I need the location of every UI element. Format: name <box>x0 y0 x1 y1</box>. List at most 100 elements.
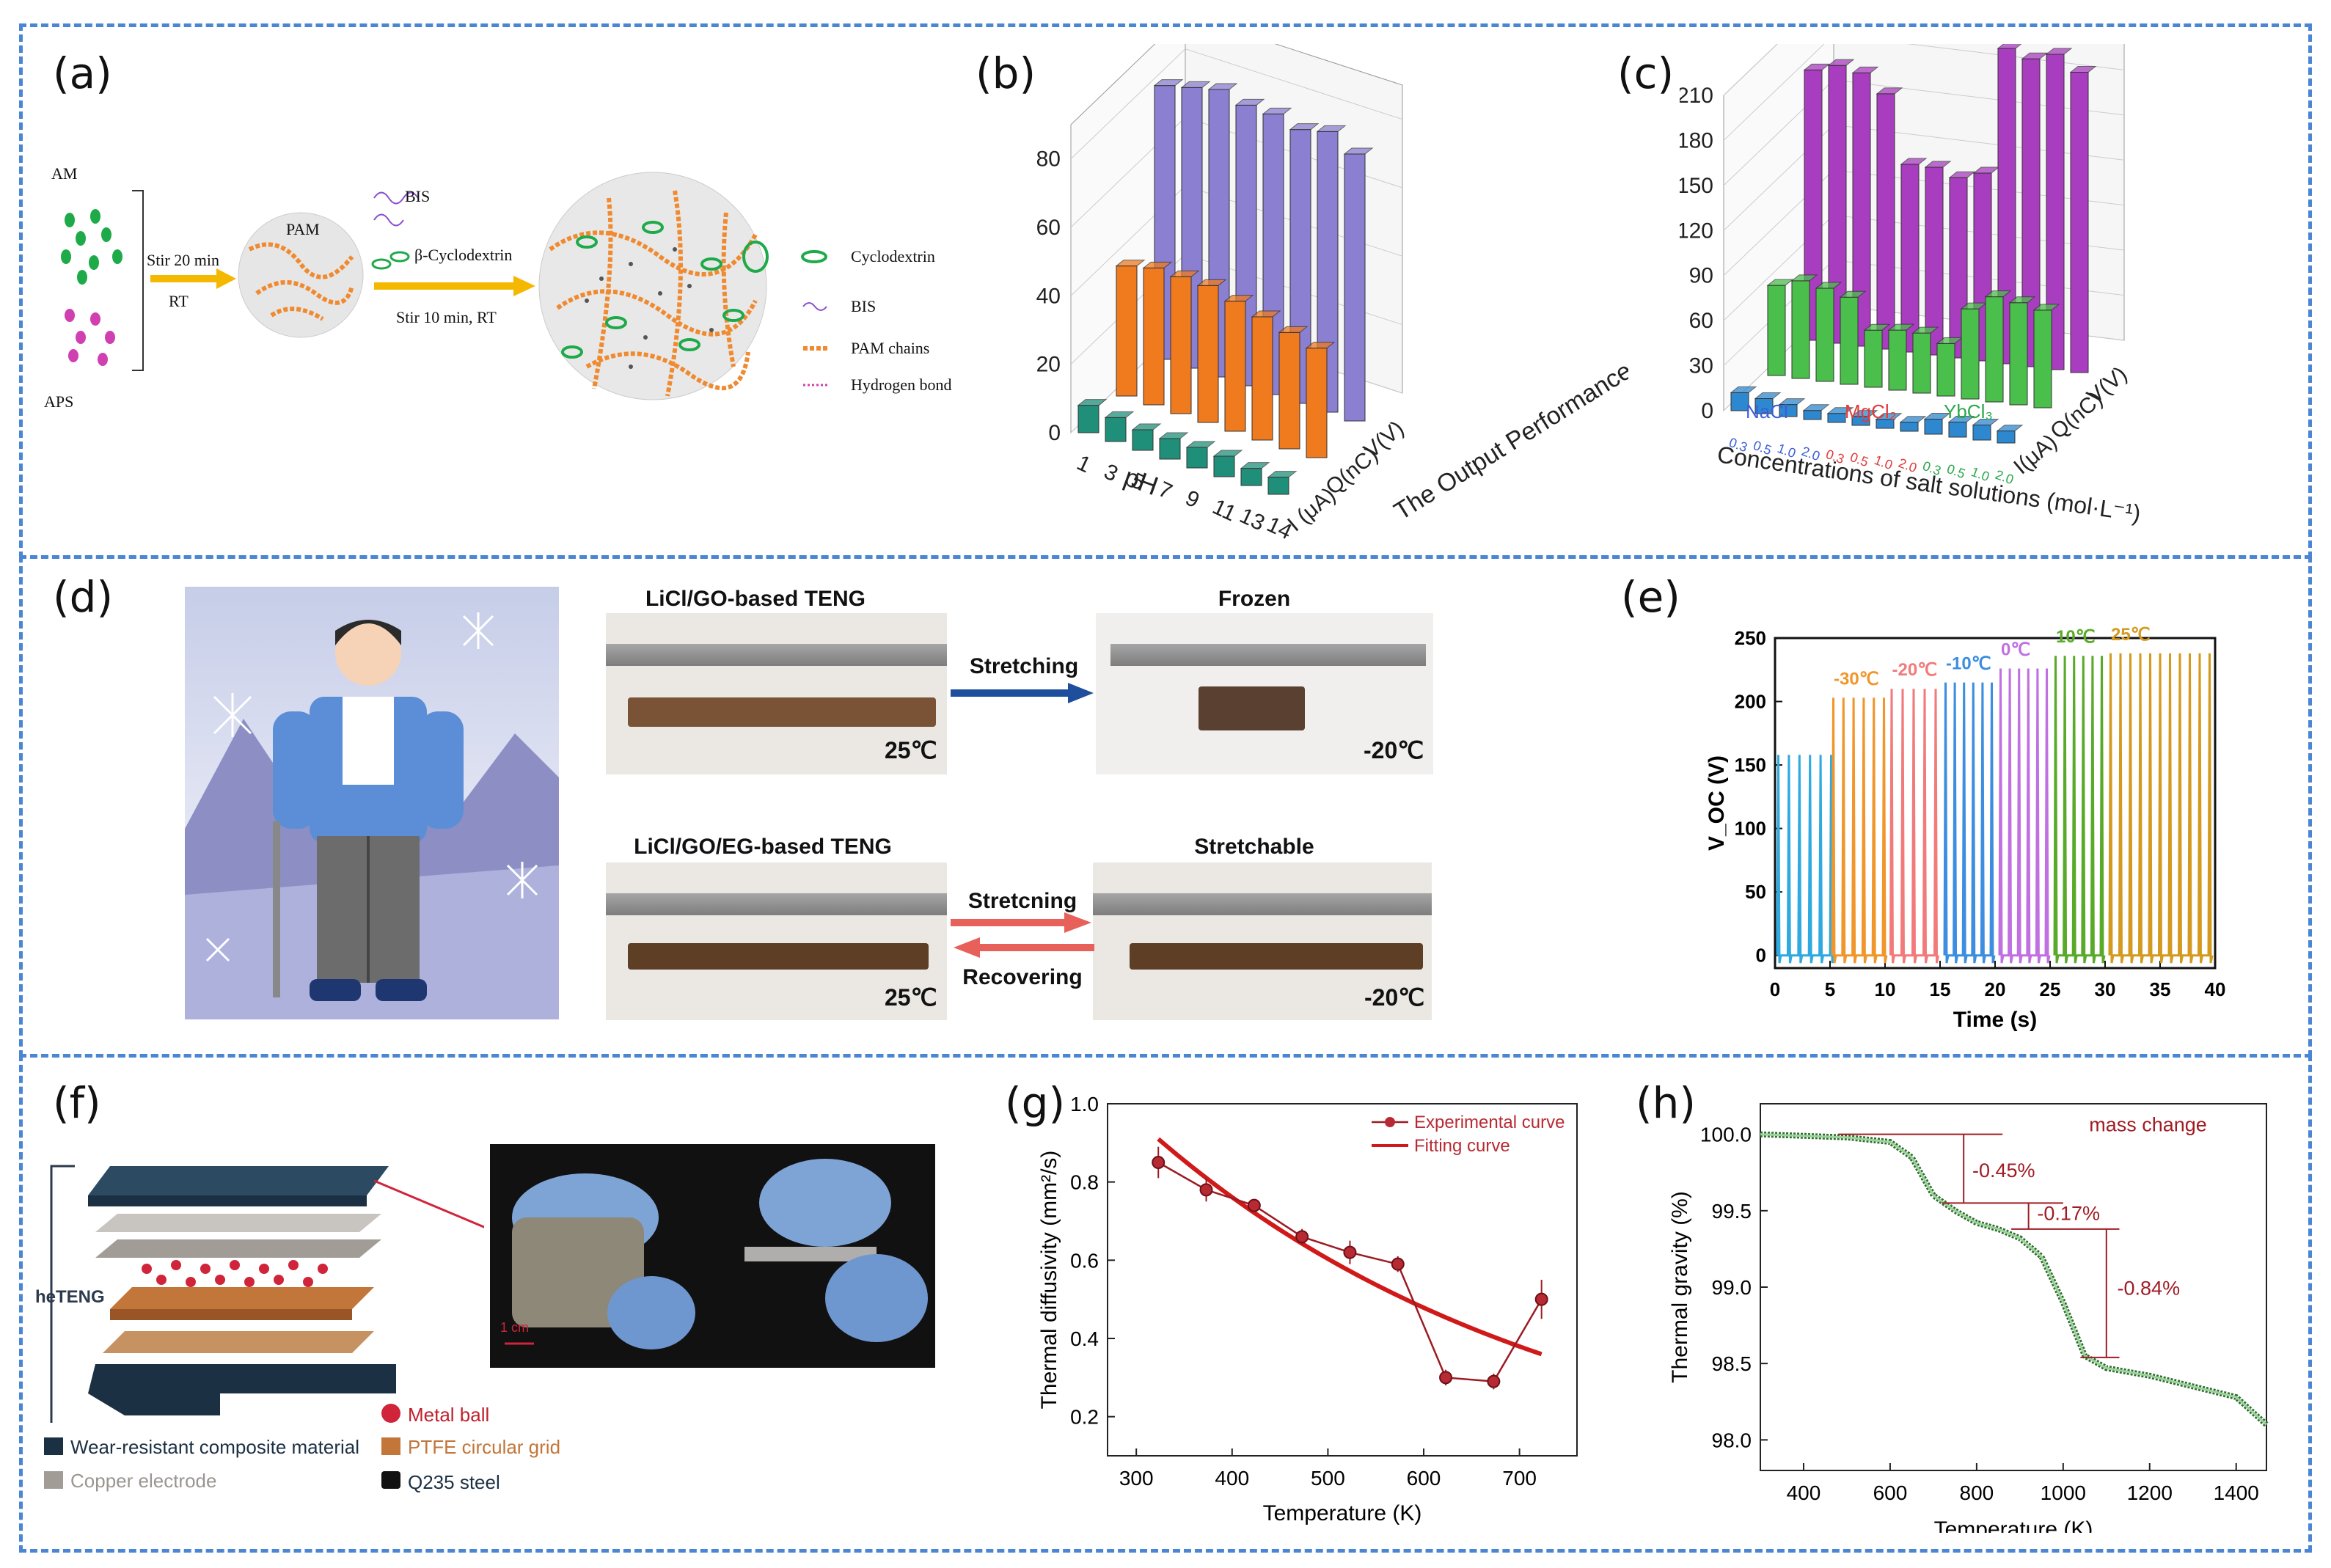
temp-m20-a: -20℃ <box>1364 737 1424 763</box>
bar <box>1344 153 1366 422</box>
photo-heteng-side <box>715 1144 935 1368</box>
bar <box>1186 447 1208 469</box>
bar-top <box>1899 416 1927 423</box>
bar-top <box>2008 296 2036 304</box>
legend-q235: Q235 steel <box>408 1471 500 1493</box>
bar <box>1803 410 1822 420</box>
bar <box>1791 280 1810 379</box>
data-point <box>1391 1257 1405 1271</box>
step-label-2: -0.17% <box>2037 1202 2100 1224</box>
bar <box>1900 422 1919 432</box>
x-tick-label: 10 <box>1875 978 1896 1000</box>
tg-curve-inner <box>1760 1133 2268 1426</box>
data-point <box>1247 1198 1261 1212</box>
bar-top <box>1153 79 1184 87</box>
bar-top <box>1730 386 1757 393</box>
bar <box>1876 93 1895 350</box>
x-tick-label: 9 <box>1182 486 1203 513</box>
y-axis-title: V_OC (V) <box>1705 755 1729 851</box>
bar-top <box>1754 392 1782 400</box>
legend-experimental: Experimental curve <box>1414 1113 1565 1132</box>
bar <box>1767 285 1786 376</box>
stretching-label-top: Stretching <box>969 654 1079 678</box>
pam-label: PAM <box>286 220 320 238</box>
legend-copper-swatch <box>44 1471 63 1489</box>
legend-ptfe-swatch <box>381 1437 400 1455</box>
bar-top <box>1169 270 1200 277</box>
bar-top <box>1948 171 1976 178</box>
legend-q235-swatch <box>381 1471 400 1489</box>
y-tick-label: 1.0 <box>1070 1093 1099 1115</box>
x-tick-label: 400 <box>1215 1467 1249 1490</box>
series-temp-label: -30℃ <box>1834 669 1879 689</box>
bar <box>1170 276 1192 414</box>
bar-top <box>1289 123 1320 131</box>
bar-top <box>1778 398 1806 406</box>
arrow-stretching <box>951 683 1094 703</box>
panel-label-g: (g) <box>1005 1078 1066 1128</box>
legend-bis: BIS <box>851 297 877 315</box>
bar <box>1267 477 1289 495</box>
aps-initiator <box>65 309 115 366</box>
bar-top <box>1234 98 1265 106</box>
x-tick-label: 1000 <box>2041 1481 2086 1504</box>
plot-frame <box>1760 1103 2267 1471</box>
cyclodextrin-label: β-Cyclodextrin <box>414 246 513 264</box>
x-tick-label: 3 <box>1100 459 1121 486</box>
voc-series <box>2108 653 2214 964</box>
licl-go-eg-title: LiCl/GO/EG-based TENG <box>634 835 892 859</box>
legend-pam-chains: PAM chains <box>851 339 930 357</box>
y-tick-label: 0.2 <box>1070 1406 1099 1429</box>
heteng-label: heTENG <box>35 1287 105 1307</box>
bar <box>1961 308 1980 400</box>
bar <box>1888 329 1907 391</box>
panel-label-c: (c) <box>1617 48 1675 98</box>
y-tick-label: 120 <box>1680 219 1713 243</box>
data-point <box>1152 1156 1166 1169</box>
bar <box>1306 348 1328 458</box>
x-tick-label: 25 <box>2040 978 2061 1000</box>
panel-label-a: (a) <box>53 48 112 98</box>
bar-top <box>1212 450 1243 457</box>
gridline <box>1723 44 1825 141</box>
bar-top <box>1185 441 1216 448</box>
bar <box>1997 431 2016 444</box>
chart-h: 400 600 800 1000 1200 1400 98.0 98.5 99.0 99.5 100… <box>1668 1103 2269 1533</box>
bar <box>1197 285 1219 423</box>
gridline <box>1070 48 1186 160</box>
bar-top <box>1924 161 1952 168</box>
bar-top <box>1262 107 1292 114</box>
temp-25-a: 25℃ <box>885 737 937 763</box>
am-monomers <box>61 209 122 285</box>
chart-g: 300 400 500 600 700 0.2 0.4 0.6 0.8 1.0 Temperatur… <box>1037 1093 1578 1525</box>
legend-exp-marker <box>1385 1117 1395 1127</box>
bar-top <box>1997 44 2022 49</box>
heteng-exploded-view <box>50 1165 484 1423</box>
series-temp-label: 0℃ <box>2001 640 2030 660</box>
bar <box>1827 413 1846 423</box>
bar-top <box>1115 260 1146 267</box>
voc-series <box>1943 682 1996 964</box>
bar <box>1985 296 2004 403</box>
salt-group-label: NaCl <box>1746 400 1788 422</box>
mass-change-title: mass change <box>2089 1114 2207 1136</box>
bar-top <box>1947 416 1975 423</box>
bar <box>1948 422 1967 438</box>
bar-top <box>1766 279 1794 286</box>
series-temp-label: -20℃ <box>1892 660 1938 680</box>
bar-top <box>2069 65 2097 73</box>
x-tick-label: 600 <box>1873 1481 1908 1504</box>
stretching-label-bottom: Stretcning <box>967 889 1077 913</box>
bar-top <box>1827 59 1855 66</box>
bar <box>1864 329 1883 388</box>
stretchable-title: Stretchable <box>1194 835 1314 859</box>
series-label: I(μA) <box>2009 430 2061 479</box>
x-tick-label: 1200 <box>2127 1481 2173 1504</box>
panel-label-b: (b) <box>976 48 1036 98</box>
y-tick-label: 99.5 <box>1712 1200 1752 1223</box>
bar <box>1925 166 1944 356</box>
bar-top <box>1180 81 1211 88</box>
bar-top <box>1343 147 1374 155</box>
x-tick-label: 20 <box>1985 978 2006 1000</box>
depth-axis-title: The Output Performance <box>1389 356 1628 526</box>
